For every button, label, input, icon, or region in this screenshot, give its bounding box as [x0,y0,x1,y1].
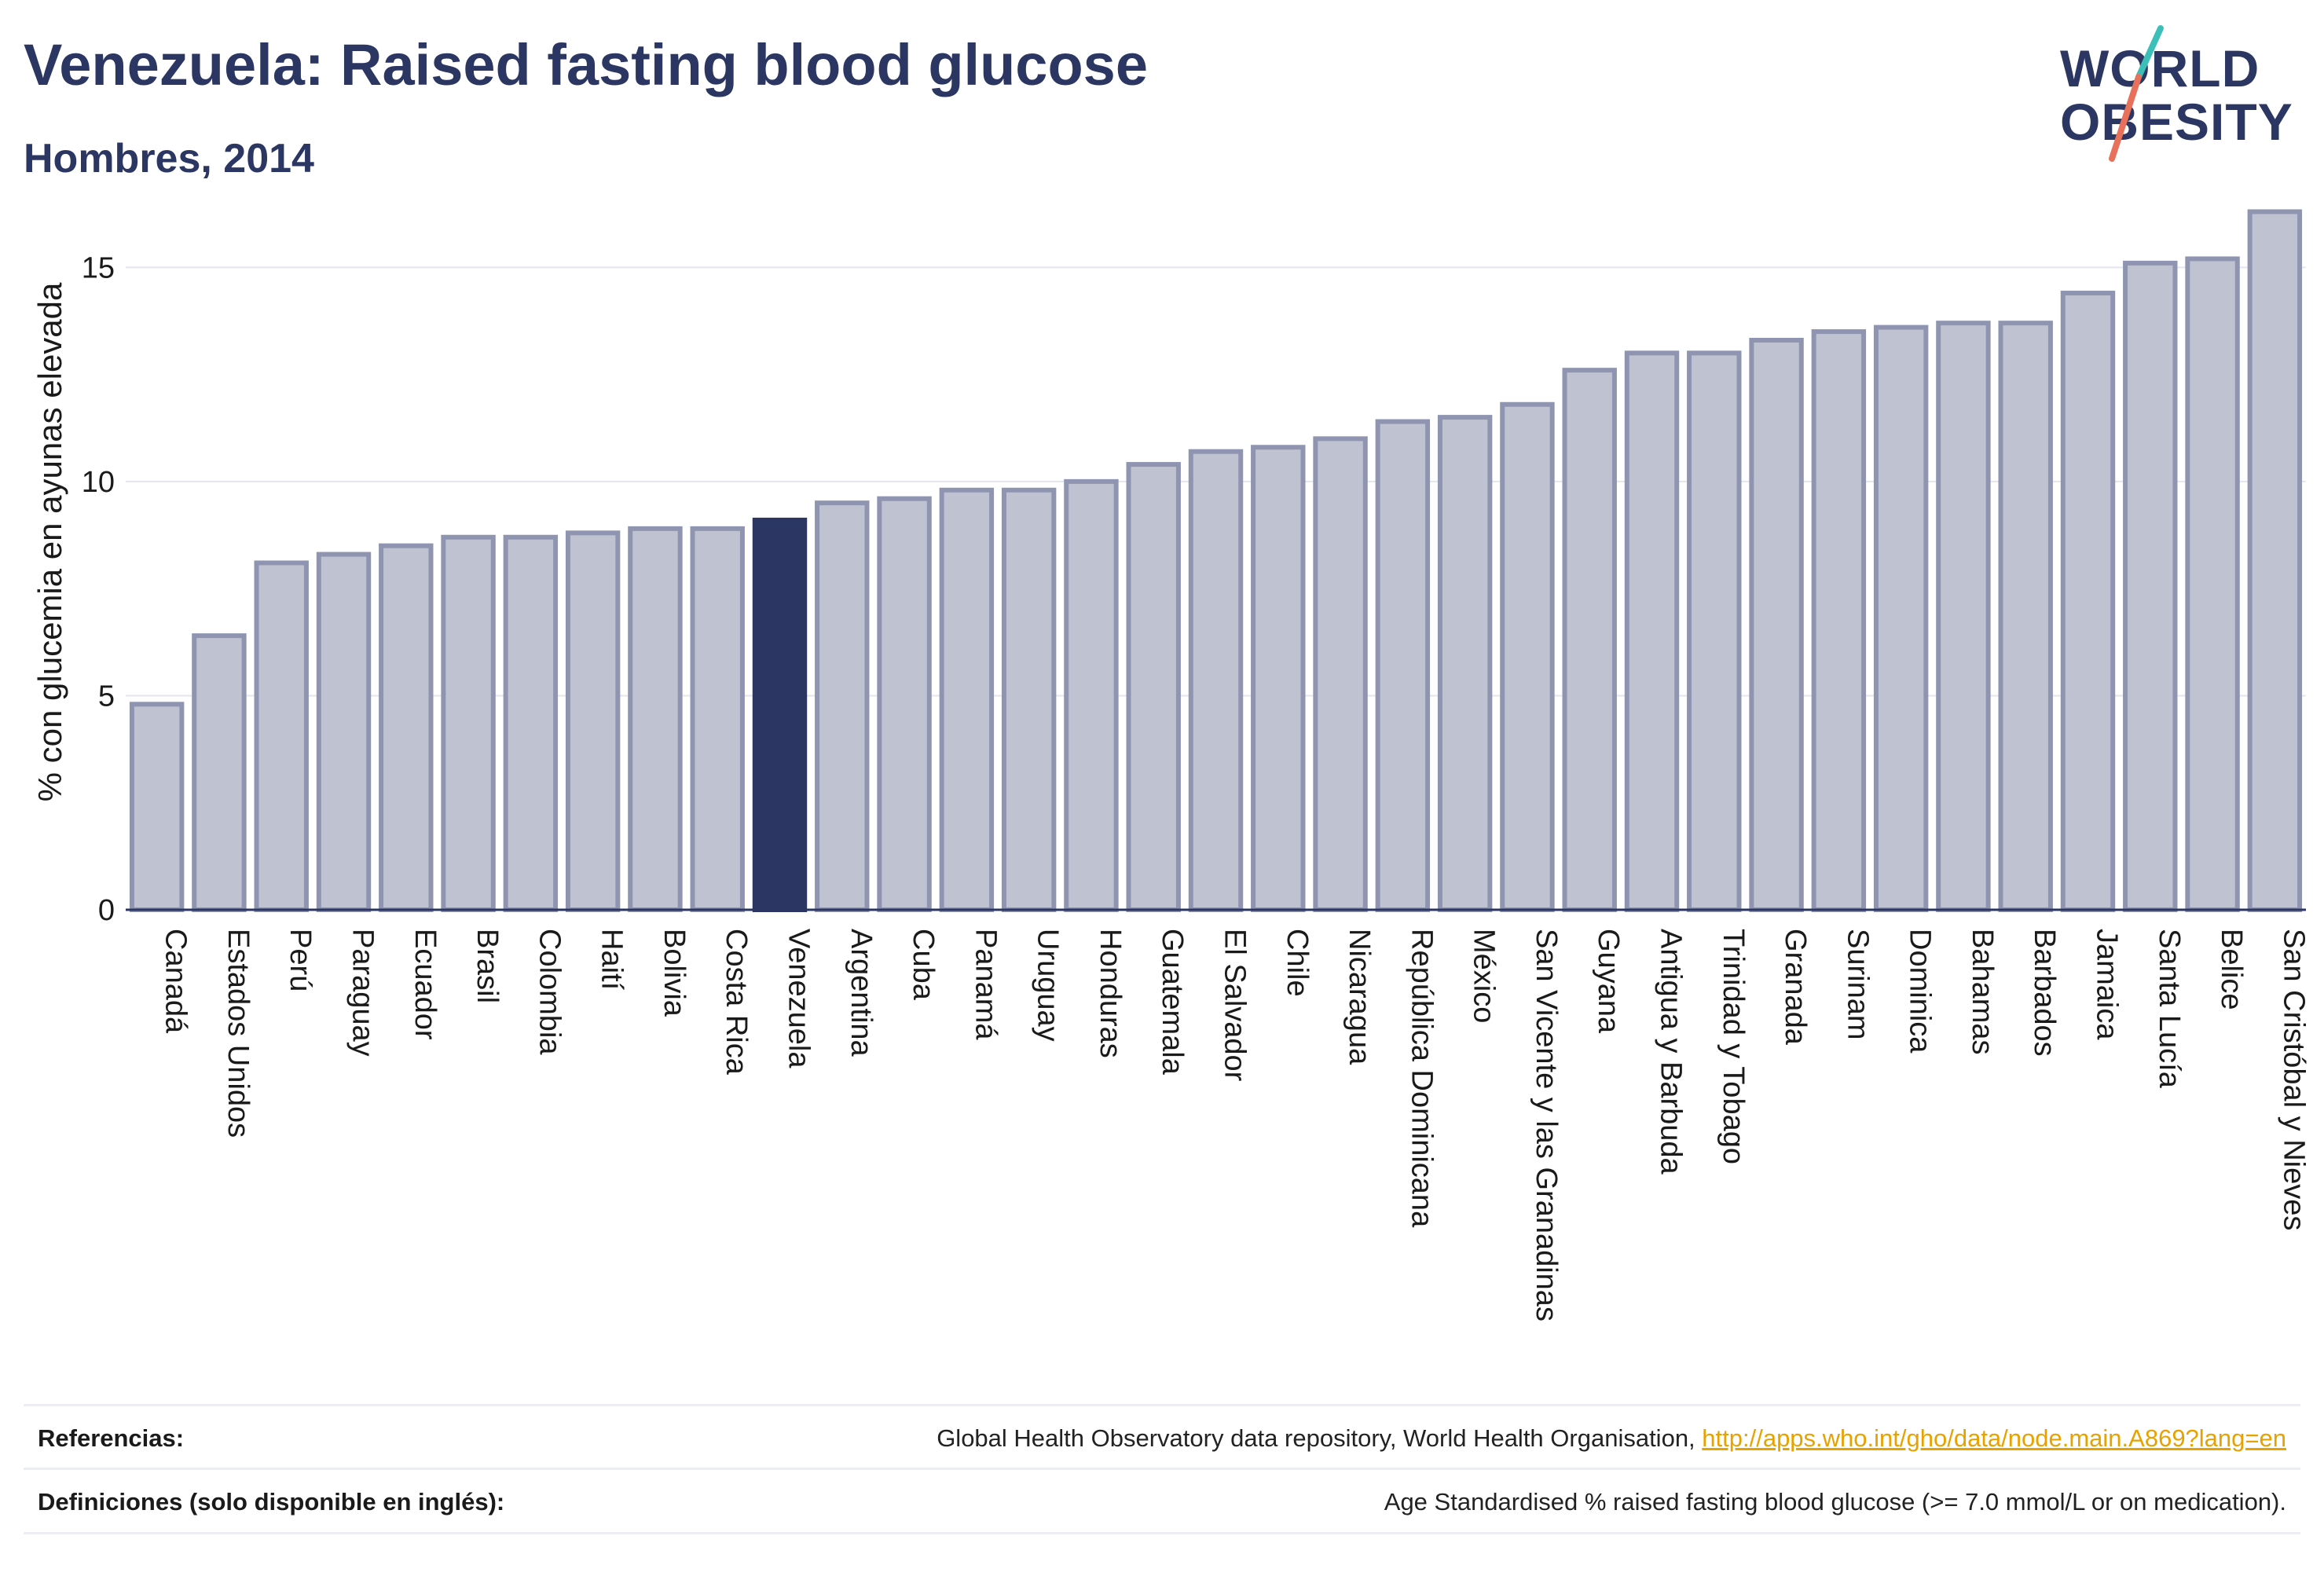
bar-8 [628,526,683,913]
references-value: Global Health Observatory data repositor… [937,1424,2300,1453]
references-link[interactable]: http://apps.who.int/gho/data/node.main.A… [1702,1424,2286,1452]
x-tick-label: Haití [596,929,629,991]
x-tick-label: Paraguay [346,929,379,1057]
bar-6 [503,534,559,912]
bar-28 [1873,324,1929,912]
definitions-label: Definiciones (solo disponible en inglés)… [38,1488,505,1516]
bar-14 [1001,487,1057,912]
x-tick-label: Chile [1281,929,1314,997]
x-tick-label: San Cristóbal y Nieves [2277,929,2310,1230]
bar-11 [815,500,870,912]
x-tick-label: Argentina [845,929,878,1057]
x-tick-label: El Salvador [1219,929,1252,1082]
definitions-row: Definiciones (solo disponible en inglés)… [24,1468,2300,1534]
x-tick-label: Bolivia [658,929,691,1017]
x-tick-label: Honduras [1094,929,1127,1058]
y-tick-label: 0 [98,894,115,927]
references-row: Referencias: Global Health Observatory d… [24,1404,2300,1471]
bar-4 [379,543,434,913]
logo-slash-icon [2109,25,2164,162]
y-tick-label: 15 [82,251,115,284]
bar-7 [565,530,621,912]
x-tick-label: Antigua y Barbuda [1655,929,1688,1175]
x-tick-label: San Vicente y las Granadinas [1530,929,1563,1321]
axes: 0 5 10 15 [82,251,2306,927]
x-tick-label: República Dominicana [1405,929,1438,1228]
bar-chart: 0 5 10 15 Canadá Estados Unidos Perú Paraguay E… [31,209,2311,1321]
bar-17 [1188,449,1244,912]
bar-0 [129,702,185,913]
x-tick-label: Dominica [1904,929,1937,1054]
x-tick-label: Granada [1779,929,1812,1046]
bar-33 [2185,256,2240,913]
y-axis-label: % con glucemia en ayunas elevada [31,282,68,801]
bar-10 [752,517,808,912]
bar-29 [1936,321,1991,912]
bar-13 [939,487,995,912]
x-tick-label: Costa Rica [720,929,753,1076]
x-tick-label: Trinidad y Tobago [1717,929,1750,1164]
bar-5 [441,534,496,912]
x-tick-label: Estados Unidos [222,929,255,1138]
bar-19 [1313,436,1368,912]
bar-21 [1437,415,1493,912]
chart-title: Venezuela: Raised fasting blood glucose [24,32,1148,97]
bar-23 [1562,368,1617,912]
bar-22 [1500,401,1555,912]
x-tick-label: Ecuador [409,929,442,1040]
x-tick-label: Venezuela [783,929,816,1068]
x-tick-label: Cuba [907,929,940,1001]
logo-line-1: WORLD [2060,39,2260,97]
x-tick-label: Belice [2215,929,2248,1010]
x-tick-label: Guyana [1592,929,1625,1034]
bars [129,209,2303,913]
bar-2 [254,560,309,912]
world-obesity-logo: WORLD OBESITY [2051,24,2310,165]
x-tick-label: Bahamas [1966,929,1999,1055]
bar-18 [1251,445,1306,912]
bar-30 [1998,321,2053,912]
x-tick-label: Barbados [2028,929,2061,1057]
bar-24 [1624,350,1680,912]
y-tick-label: 10 [82,466,115,499]
bar-26 [1749,337,1804,912]
bar-25 [1687,350,1742,912]
x-tick-label: Uruguay [1032,929,1065,1042]
x-tick-label: Santa Lucía [2153,929,2186,1089]
footer-divider [24,1532,2300,1534]
x-tick-label: México [1468,929,1501,1023]
references-text: Global Health Observatory data repositor… [937,1424,1703,1452]
bar-12 [877,496,932,912]
bar-1 [192,633,247,912]
x-tick-label: Guatemala [1156,929,1189,1076]
bar-32 [2123,260,2178,912]
logo-line-2: OBESITY [2060,93,2293,151]
x-tick-label: Panamá [969,929,1002,1040]
references-label: Referencias: [38,1424,185,1452]
bar-34 [2247,209,2303,912]
bar-15 [1064,478,1119,912]
x-tick-label: Nicaragua [1343,929,1376,1065]
y-tick-label: 5 [98,680,115,713]
bar-31 [2060,291,2116,912]
x-tick-label: Colombia [533,929,566,1055]
x-tick-label: Surinam [1841,929,1874,1040]
bar-16 [1126,462,1181,912]
bar-9 [690,526,745,913]
category-labels: Canadá Estados Unidos Perú Paraguay Ecuador B… [159,929,2311,1321]
bar-27 [1811,329,1867,912]
x-tick-label: Perú [284,929,317,991]
bar-20 [1375,419,1431,912]
chart-subtitle: Hombres, 2014 [24,136,314,181]
bar-3 [316,552,372,912]
x-tick-label: Canadá [159,929,192,1034]
x-tick-label: Jamaica [2091,929,2124,1040]
x-tick-label: Brasil [471,929,504,1003]
definitions-text: Age Standardised % raised fasting blood … [1384,1488,2286,1516]
